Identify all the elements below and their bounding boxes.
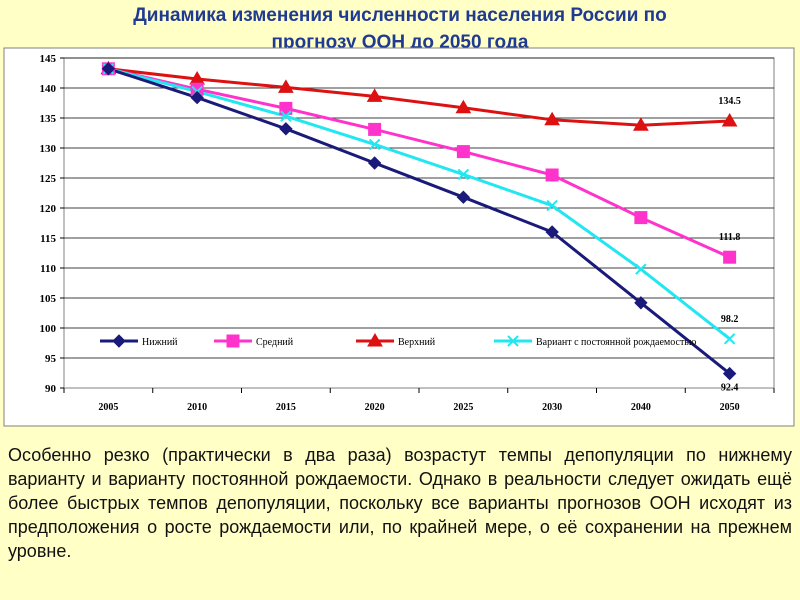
- x-tick-label: 2020: [365, 402, 385, 413]
- data-point-series-1: [190, 90, 204, 105]
- x-tick-label: 2050: [720, 402, 740, 413]
- y-tick-label: 135: [40, 113, 57, 125]
- y-tick-label: 110: [40, 263, 56, 275]
- legend-entry: Средний: [256, 337, 294, 348]
- legend-marker: [226, 334, 240, 348]
- data-point-series-2: [279, 101, 293, 115]
- legend-marker: [112, 334, 126, 348]
- data-point-series-3: [633, 117, 649, 131]
- data-label: 134.5: [718, 96, 741, 107]
- body-paragraph: Особенно резко (практически в два раза) …: [8, 445, 792, 561]
- legend-marker: [367, 333, 383, 347]
- y-tick-label: 95: [45, 353, 57, 365]
- data-point-series-1: [367, 156, 382, 170]
- data-point-series-3: [366, 88, 383, 102]
- data-point-series-1: [634, 296, 648, 310]
- y-tick-label: 145: [40, 53, 57, 65]
- x-tick-label: 2010: [187, 402, 207, 413]
- legend-entry: Нижний: [142, 337, 178, 348]
- data-point-series-1: [545, 225, 559, 239]
- slide-title-line-1: Динамика изменения численности населения…: [133, 5, 667, 26]
- data-point-series-4: [368, 138, 381, 151]
- y-tick-label: 105: [40, 293, 57, 305]
- data-point-series-3: [278, 79, 294, 93]
- data-point-series-2: [456, 145, 470, 159]
- y-tick-label: 125: [40, 173, 57, 185]
- line-chart: 90 95 100 105 110 115 120 125 130 135 140 145 2005 20…: [3, 47, 795, 427]
- series-line-4: [108, 67, 731, 340]
- data-point-series-4: [280, 110, 292, 122]
- x-tick-label: 2040: [631, 402, 651, 413]
- data-point-series-4: [723, 333, 736, 345]
- data-label: 92.4: [721, 383, 739, 394]
- y-tick-label: 120: [40, 203, 57, 215]
- series-line-3: [108, 67, 730, 127]
- data-label: 98.2: [721, 314, 739, 325]
- data-point-series-1: [101, 62, 116, 76]
- data-point-series-3: [721, 113, 738, 127]
- data-point-series-4: [457, 168, 470, 181]
- y-tick-label: 115: [40, 233, 56, 245]
- y-tick-label: 130: [40, 143, 57, 155]
- x-tick-label: 2030: [542, 402, 562, 413]
- data-point-series-1: [279, 122, 293, 136]
- y-tick-label: 140: [40, 83, 57, 95]
- legend-entry: Вариант с постоянной рождаемостью: [536, 337, 697, 348]
- data-point-series-1: [722, 366, 737, 381]
- x-tick-label: 2005: [98, 402, 118, 413]
- data-label: 111.8: [719, 232, 740, 243]
- data-point-series-2: [545, 168, 559, 182]
- x-tick-label: 2025: [453, 402, 473, 413]
- y-tick-label: 100: [40, 323, 57, 335]
- y-tick-label: 90: [45, 383, 57, 395]
- data-point-series-4: [546, 199, 558, 212]
- data-point-series-3: [544, 111, 560, 126]
- data-point-series-3: [455, 99, 472, 114]
- x-tick-label: 2015: [276, 402, 296, 413]
- chart-area: 90 95 100 105 110 115 120 125 130 135 140 145 2005 20…: [0, 46, 800, 430]
- series-line-2: [108, 67, 731, 259]
- legend-entry: Верхний: [398, 337, 436, 348]
- series-line-1: [107, 67, 731, 375]
- data-point-series-2: [723, 250, 737, 264]
- data-point-series-2: [634, 211, 648, 225]
- data-point-series-2: [368, 122, 382, 136]
- data-point-series-4: [635, 263, 647, 275]
- legend-marker: [507, 335, 519, 347]
- data-point-series-1: [456, 190, 471, 204]
